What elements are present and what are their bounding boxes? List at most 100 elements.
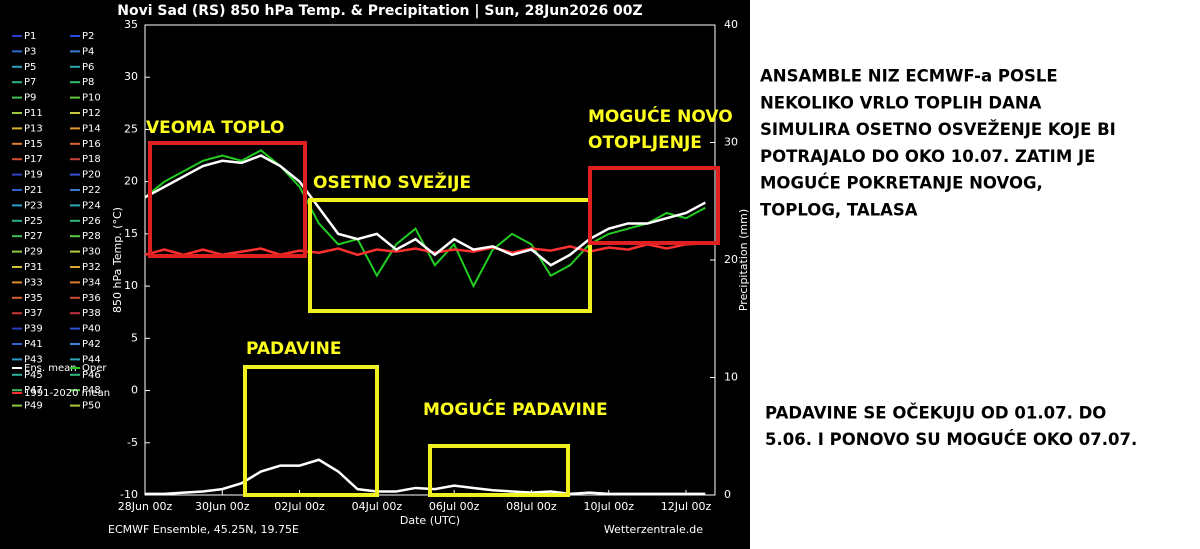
x-tick-label: 08Jul 00z <box>506 500 557 513</box>
y-tick-label: -10 <box>120 488 138 501</box>
legend-label: P12 <box>82 108 101 119</box>
legend-label: P5 <box>24 62 36 73</box>
footer-right: Wetterzentrale.de <box>604 523 703 536</box>
x-tick-label: 04Jul 00z <box>352 500 403 513</box>
note-text: SIMULIRA OSETNO OSVEŽENJE KOJE BI <box>760 120 1116 139</box>
legend-label: P24 <box>82 200 101 211</box>
legend-label: P30 <box>82 247 101 258</box>
annotation-text: VEOMA TOPLO <box>146 118 284 138</box>
annotation-text: MOGUĆE PADAVINE <box>423 398 608 420</box>
legend-label: P23 <box>24 200 43 211</box>
legend-label: P21 <box>24 185 43 196</box>
legend-label: P32 <box>82 262 101 273</box>
legend-label: P45 <box>24 370 43 381</box>
chart-title: Novi Sad (RS) 850 hPa Temp. & Precipitat… <box>117 3 642 19</box>
legend-label: P36 <box>82 293 101 304</box>
annotation-box <box>428 444 570 497</box>
series-line <box>144 154 706 267</box>
legend-label: P4 <box>82 46 94 57</box>
legend-label: P8 <box>82 77 94 88</box>
legend-label: P19 <box>24 170 43 181</box>
y-axis-label: 850 hPa Temp. (°C) <box>111 207 124 313</box>
y2-tick-label: 10 <box>724 371 738 384</box>
note-text: POTRAJALO DO OKO 10.07. ZATIM JE <box>760 147 1095 166</box>
legend-label: P20 <box>82 170 101 181</box>
y-tick-label: 30 <box>124 70 138 83</box>
x-axis-label: Date (UTC) <box>400 514 460 527</box>
legend-label: P31 <box>24 262 43 273</box>
x-tick-label: 12Jul 00z <box>661 500 712 513</box>
y2-axis-label: Precipitation (mm) <box>737 209 750 311</box>
legend-label: P7 <box>24 77 36 88</box>
legend-label: P25 <box>24 216 43 227</box>
legend-label: P49 <box>24 401 43 412</box>
note-text: PADAVINE SE OČEKUJU OD 01.07. DO <box>765 404 1106 423</box>
legend-label: P40 <box>82 324 101 335</box>
x-tick-label: 06Jul 00z <box>429 500 480 513</box>
annotation-text: OSETNO SVEŽIJE <box>313 171 471 193</box>
legend-label: P15 <box>24 139 43 150</box>
legend-label: P38 <box>82 308 101 319</box>
y-tick-label: 15 <box>124 227 138 240</box>
y2-tick-label: 40 <box>724 18 738 31</box>
legend-label: Ens. mean <box>24 363 77 374</box>
legend-label: P27 <box>24 231 43 242</box>
y2-tick-label: 0 <box>724 488 731 501</box>
series-line <box>145 458 706 496</box>
legend-label: P26 <box>82 216 101 227</box>
legend-label: P3 <box>24 46 36 57</box>
legend-label: P48 <box>82 385 101 396</box>
y-tick-label: 25 <box>124 122 138 135</box>
annotation-box <box>308 198 592 313</box>
note-text: ANSAMBLE NIZ ECMWF-a POSLE <box>760 67 1058 86</box>
legend-label: P50 <box>82 401 101 412</box>
legend-label: P10 <box>82 93 101 104</box>
legend-label: P46 <box>82 370 101 381</box>
x-tick-label: 28Jun 00z <box>118 500 173 513</box>
legend-label: P22 <box>82 185 101 196</box>
annotation-text: MOGUĆE NOVO <box>588 105 733 127</box>
legend-label: P33 <box>24 277 43 288</box>
x-tick-label: 02Jul 00z <box>274 500 325 513</box>
footer-left: ECMWF Ensemble, 45.25N, 19.75E <box>108 523 299 536</box>
legend-label: P29 <box>24 247 43 258</box>
legend-label: P11 <box>24 108 43 119</box>
y-tick-label: 35 <box>124 18 138 31</box>
legend-label: P2 <box>82 31 94 42</box>
y-tick-label: 0 <box>131 384 138 397</box>
annotation-text: PADAVINE <box>246 339 342 359</box>
legend-label: P35 <box>24 293 43 304</box>
annotation-box <box>588 166 720 245</box>
legend-label: Oper <box>82 363 107 374</box>
x-tick-label: 30Jun 00z <box>195 500 250 513</box>
series-line <box>144 242 706 257</box>
y-tick-label: 20 <box>124 175 138 188</box>
legend-label: P41 <box>24 339 43 350</box>
legend-label: P28 <box>82 231 101 242</box>
legend-label: P6 <box>82 62 94 73</box>
legend-label: P37 <box>24 308 43 319</box>
legend-label: P34 <box>82 277 101 288</box>
legend-label: 1991-2020 mean <box>24 388 110 399</box>
note-text: TOPLOG, TALASA <box>760 201 918 220</box>
y-tick-label: 5 <box>131 331 138 344</box>
y-tick-label: -5 <box>127 436 138 449</box>
legend-label: P17 <box>24 154 43 165</box>
legend-label: P39 <box>24 324 43 335</box>
note-text: NEKOLIKO VRLO TOPLIH DANA <box>760 93 1042 112</box>
x-tick-label: 10Jul 00z <box>583 500 634 513</box>
legend-label: P42 <box>82 339 101 350</box>
legend-label: P47 <box>24 385 43 396</box>
legend-label: P1 <box>24 31 36 42</box>
y2-tick-label: 20 <box>724 253 738 266</box>
legend-label: P44 <box>82 354 101 365</box>
y-tick-label: 10 <box>124 279 138 292</box>
y2-tick-label: 30 <box>724 136 738 149</box>
annotation-box <box>243 365 379 497</box>
legend-label: P16 <box>82 139 101 150</box>
annotation-box <box>148 141 307 258</box>
annotation-text: OTOPLJENJE <box>588 133 702 153</box>
note-text: MOGUĆE POKRETANJE NOVOG, <box>760 174 1043 193</box>
legend-label: P14 <box>82 123 101 134</box>
